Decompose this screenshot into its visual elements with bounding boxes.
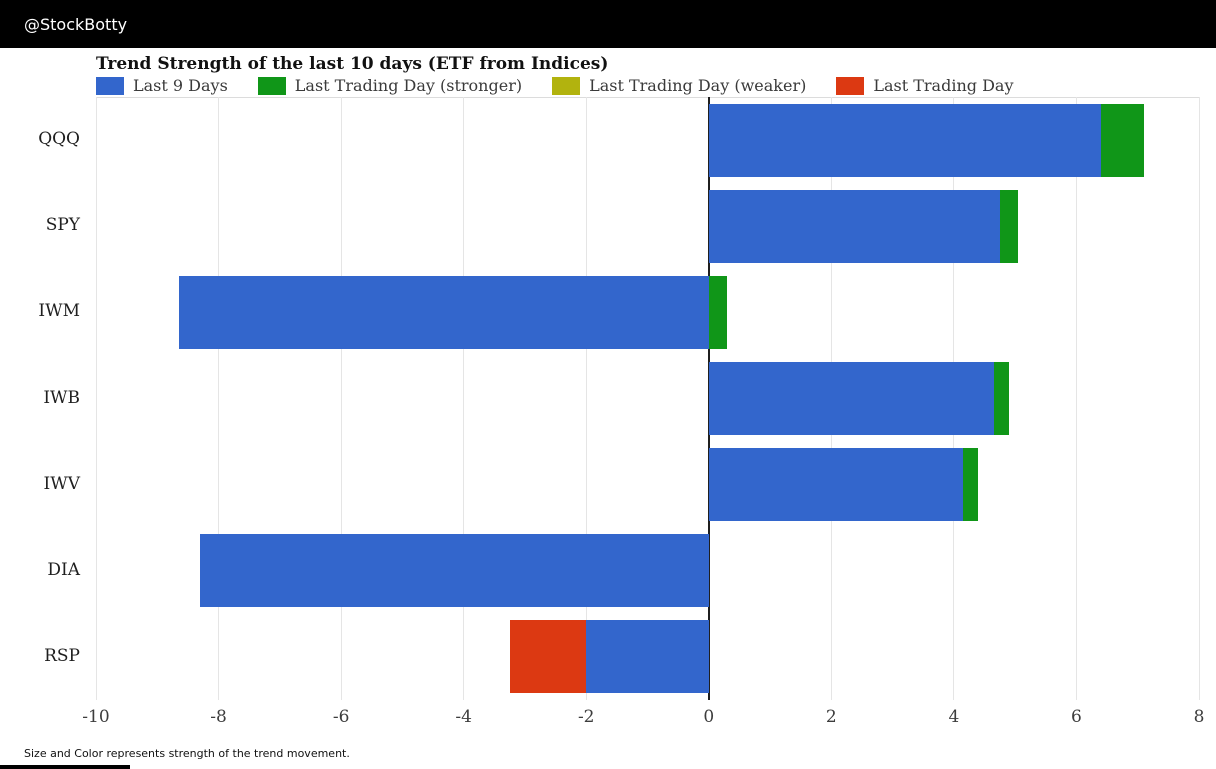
bar-segment-stronger [993, 362, 1010, 435]
gridline [1198, 97, 1200, 700]
legend-item: Last 9 Days [96, 76, 228, 95]
legend-swatch [552, 76, 581, 95]
bar-segment-lastday [509, 620, 587, 694]
bar-segment-stronger [999, 189, 1019, 263]
bar-segment-last9 [708, 103, 1101, 177]
x-tick-label: 4 [948, 707, 960, 727]
legend-item: Last Trading Day (stronger) [257, 76, 523, 95]
category-label: IWM [38, 301, 80, 322]
legend-swatch [836, 76, 865, 95]
legend-item: Last Trading Day (weaker) [552, 76, 806, 95]
legend-label: Last Trading Day (weaker) [589, 76, 807, 95]
gridline [218, 97, 220, 700]
bar-segment-last9 [708, 189, 1000, 263]
category-label: DIA [47, 559, 80, 580]
plot-area: -10 -8 -6 -4 -2 0 2 4 6 8 QQQ SPY IWM IWB IWV DIA RSP [0, 97, 1216, 742]
gridline [463, 97, 465, 700]
bar-segment-last9 [708, 362, 994, 435]
gridline [1075, 97, 1077, 700]
bottom-bar-fragment [0, 765, 130, 769]
x-tick-label: 8 [1193, 707, 1205, 727]
bar-segment-last9 [586, 620, 709, 694]
footnote: Size and Color represents strength of th… [24, 747, 350, 760]
bar-segment-stronger [963, 448, 979, 522]
x-tick-label: -10 [82, 707, 110, 727]
bar-segment-last9 [708, 448, 964, 522]
x-tick-label: -2 [577, 707, 595, 727]
x-tick-label: -6 [332, 707, 350, 727]
chart-title: Trend Strength of the last 10 days (ETF … [96, 54, 609, 74]
category-label: SPY [45, 215, 80, 236]
bar-segment-last9 [178, 275, 709, 349]
gridline [340, 97, 342, 700]
category-label: QQQ [38, 129, 80, 150]
category-label: IWB [43, 387, 80, 408]
x-tick-label: 6 [1071, 707, 1082, 727]
bar-segment-stronger [1100, 103, 1144, 177]
chart-legend: Last 9 Days Last Trading Day (stronger) La… [96, 76, 1216, 95]
legend-label: Last 9 Days [133, 76, 228, 95]
category-label: IWV [43, 473, 80, 494]
app-header: @StockBotty [0, 0, 1216, 48]
x-tick-label: 2 [825, 707, 837, 727]
app-title: @StockBotty [24, 14, 128, 34]
legend-swatch [257, 76, 286, 95]
legend-item: Last Trading Day [836, 76, 1013, 95]
bar-segment-last9 [200, 534, 709, 608]
x-tick-label: -4 [455, 707, 472, 727]
bar-segment-stronger [708, 275, 728, 349]
legend-label: Last Trading Day (stronger) [294, 76, 523, 95]
gridline [95, 97, 97, 700]
x-tick-label: -8 [210, 707, 227, 727]
legend-label: Last Trading Day [873, 76, 1014, 95]
x-tick-label: 0 [703, 707, 715, 727]
plot-top-border [96, 97, 1199, 98]
legend-swatch [96, 76, 124, 95]
category-label: RSP [44, 645, 80, 666]
gridline [585, 97, 587, 700]
